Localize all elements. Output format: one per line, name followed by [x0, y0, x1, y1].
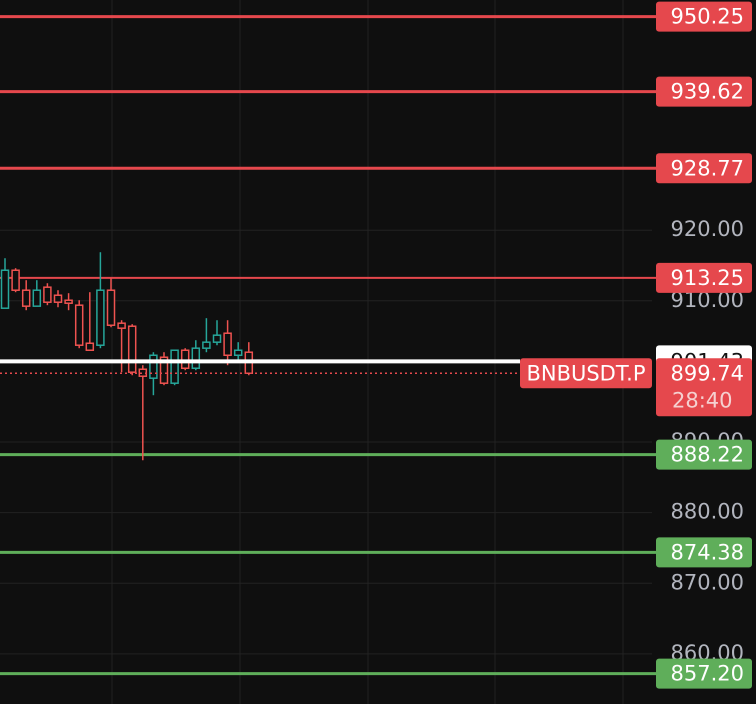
candle-body [191, 347, 201, 369]
vertical-grid [111, 0, 624, 704]
level-label: 913.25 [671, 266, 744, 290]
candle-body [159, 356, 169, 384]
level-label: 857.20 [671, 662, 744, 686]
candle-body [233, 349, 243, 356]
candle-body [74, 304, 84, 346]
candle-body [149, 354, 158, 379]
symbol-box [520, 358, 652, 389]
y-tick-label: 920.00 [671, 217, 744, 241]
candle-body [117, 322, 126, 329]
last-price-box [656, 358, 752, 417]
candle-body [32, 289, 42, 307]
candle-body [223, 332, 232, 356]
candle-body [53, 294, 63, 303]
level-label: 950.25 [671, 5, 744, 29]
candle-body [96, 289, 105, 346]
candle-body [180, 349, 190, 369]
level-label-box [656, 439, 752, 470]
level-label-box [656, 1, 752, 32]
level-label: 888.22 [671, 443, 744, 467]
candle-body [64, 299, 73, 304]
level-label: 928.77 [671, 156, 744, 180]
level-label-box [656, 537, 752, 568]
y-tick-label: 870.00 [671, 570, 744, 594]
candle-body [202, 341, 211, 349]
level-label-box [656, 658, 752, 689]
candle-body [127, 325, 137, 373]
candle-body [0, 269, 10, 309]
level-label: 939.62 [671, 80, 744, 104]
candle-body [43, 286, 52, 303]
candle-body [85, 342, 95, 351]
candle-body [21, 289, 31, 307]
candle-body [11, 269, 20, 291]
countdown-label: 28:40 [672, 388, 733, 412]
y-tick-label: 880.00 [671, 500, 744, 524]
level-label: 874.38 [671, 540, 744, 564]
symbol-label: BNBUSDT.P [526, 361, 645, 385]
candle-body [212, 334, 222, 343]
level-label-box [656, 153, 752, 184]
candle-body [170, 349, 179, 384]
last-price-label: 899.74 [671, 361, 744, 385]
candle-body [106, 289, 116, 326]
level-label-box [656, 262, 752, 293]
level-label-box [656, 76, 752, 107]
